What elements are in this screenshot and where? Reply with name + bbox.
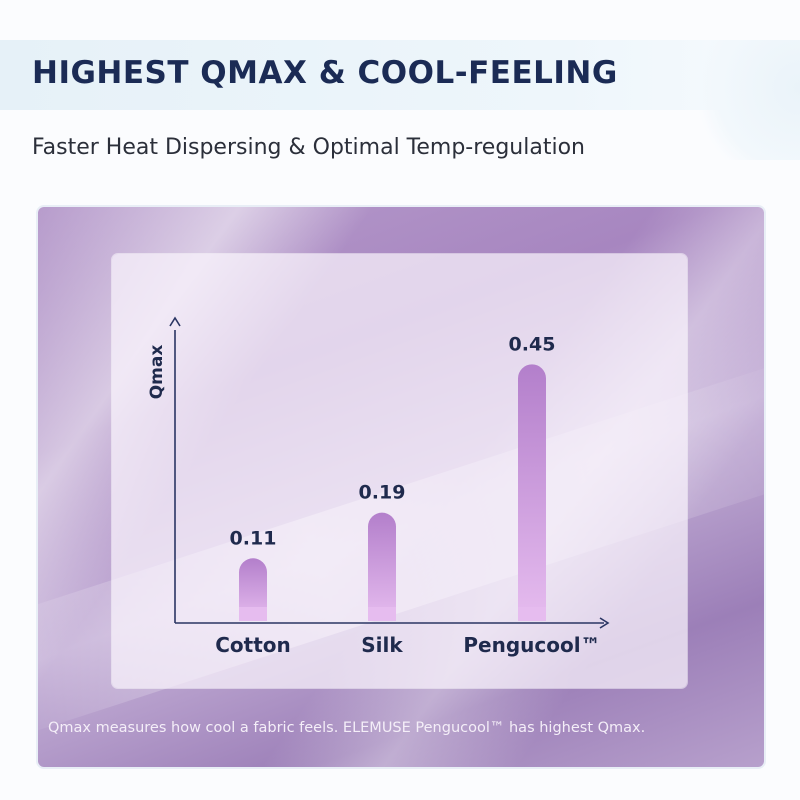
bar-base: [368, 607, 396, 621]
x-tick-label: Cotton: [215, 633, 291, 657]
bar-group: 0.11 Cotton 0.19 Silk 0.45 Pengucool™: [215, 333, 600, 657]
y-axis-arrow: [169, 316, 181, 327]
page-title: HIGHEST QMAX & COOL-FEELING: [32, 55, 618, 91]
data-label: 0.19: [359, 482, 406, 504]
bar-pengucool: [518, 364, 546, 621]
bar-base: [239, 607, 267, 621]
title-band: [0, 40, 800, 160]
x-tick-label: Silk: [361, 633, 403, 657]
bar-cotton: [239, 558, 267, 621]
chart-axes: Qmax: [147, 316, 610, 629]
page-subtitle: Faster Heat Dispersing & Optimal Temp-re…: [32, 135, 585, 160]
data-label: 0.11: [230, 527, 277, 549]
footnote: Qmax measures how cool a fabric feels. E…: [48, 720, 646, 736]
x-axis-arrow: [599, 617, 610, 629]
y-axis-label: Qmax: [147, 345, 167, 400]
chart-card: [112, 254, 687, 688]
bar-silk: [368, 512, 396, 621]
data-label: 0.45: [509, 333, 556, 355]
bar-base: [518, 607, 546, 621]
x-tick-label: Pengucool™: [463, 633, 600, 657]
